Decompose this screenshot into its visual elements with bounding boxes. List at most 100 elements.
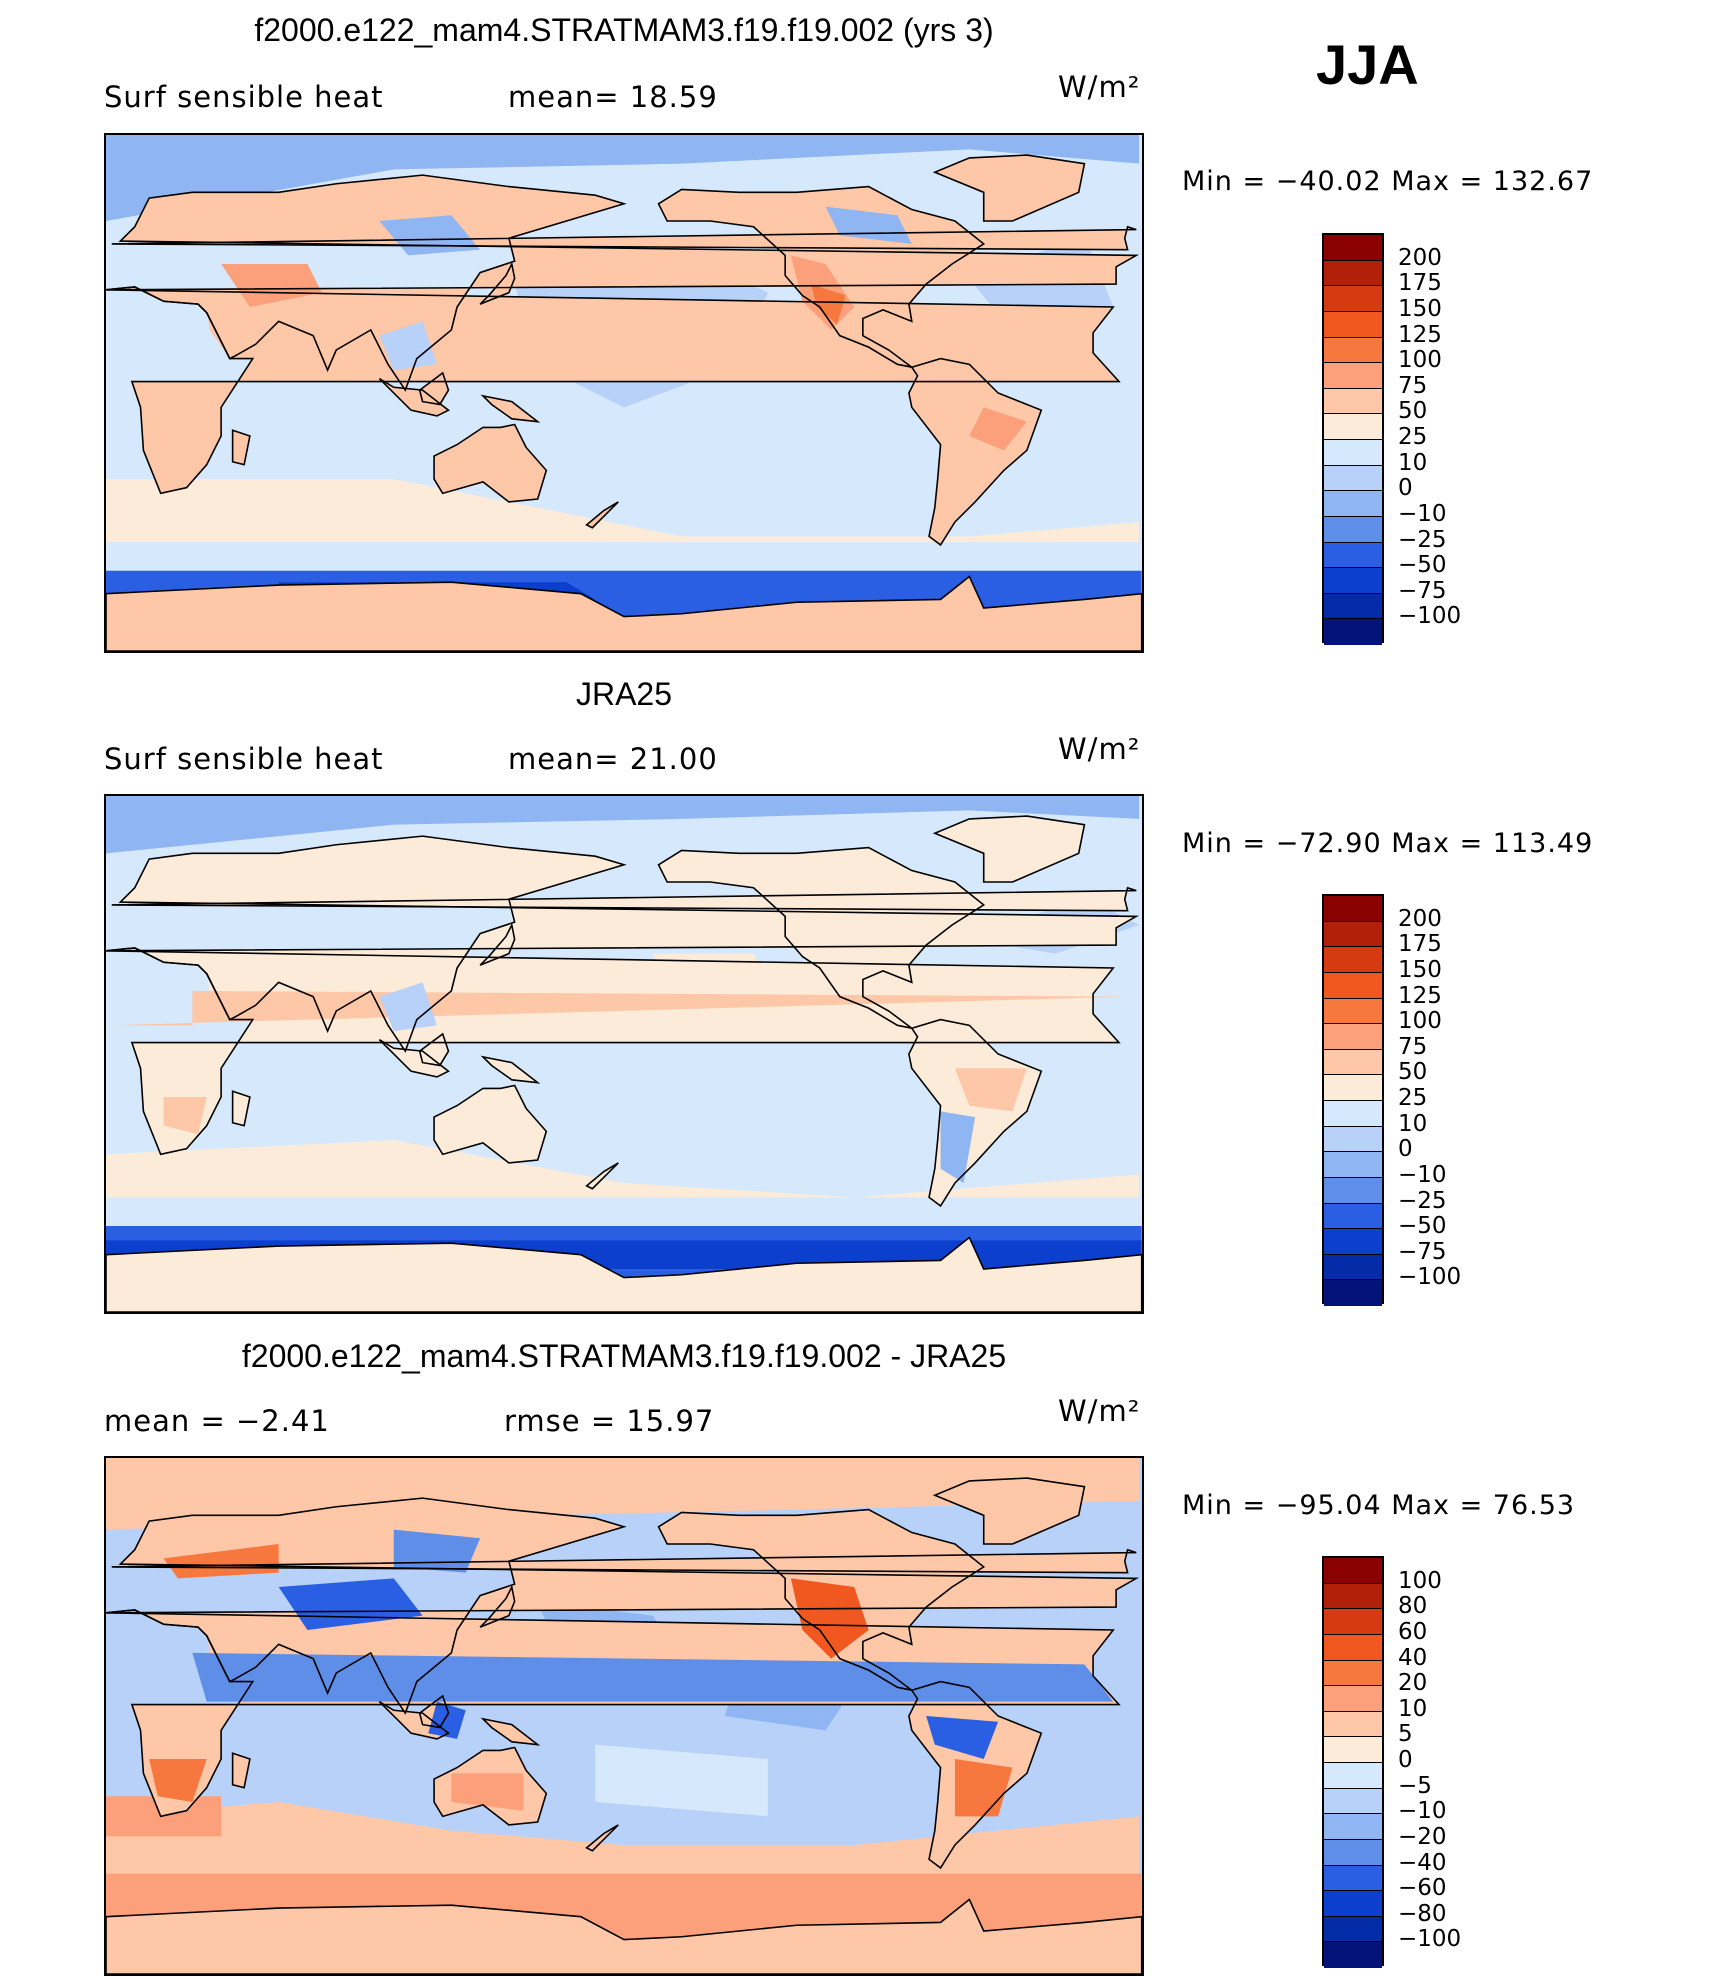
units-label: W/m² — [1058, 732, 1141, 766]
colorbar-cell — [1324, 1583, 1382, 1610]
colorbar-label: 25 — [1398, 424, 1428, 450]
colorbar-cell — [1324, 516, 1382, 543]
land-nz — [586, 1824, 619, 1851]
coastline-newguinea — [480, 1055, 541, 1084]
colorbar-label: 80 — [1398, 1593, 1428, 1620]
coastline-madagascar — [231, 429, 251, 466]
colorbar-cell — [1324, 1737, 1382, 1763]
land-greenland — [934, 1478, 1085, 1544]
colorbar-cell — [1324, 491, 1382, 517]
land-samerica — [908, 358, 1042, 545]
coastline-australia — [433, 1084, 548, 1164]
contour-region — [969, 407, 1027, 451]
colorbar-cell — [1324, 1788, 1382, 1815]
coastline-japan — [479, 922, 516, 966]
colorbar-cell — [1324, 1942, 1382, 1968]
colorbar-label: −100 — [1398, 1926, 1462, 1953]
coastline-antarctica — [106, 1898, 1142, 1974]
map-obs — [104, 794, 1144, 1314]
colorbar-label: 125 — [1398, 982, 1442, 1009]
panel-title: f2000.e122_mam4.STRATMAM3.f19.f19.002 (y… — [254, 12, 994, 48]
colorbar-cell — [1324, 1229, 1382, 1255]
coastline-borneo — [418, 1032, 450, 1067]
season-label: JJA — [1316, 33, 1419, 96]
colorbar-cell — [1324, 1126, 1382, 1153]
rmse-label: rmse = 15.97 — [504, 1404, 715, 1438]
min-max-label: Min = −72.90 Max = 113.49 — [1182, 828, 1594, 859]
coastline-madagascar — [231, 1752, 251, 1789]
coastline-madagascar — [231, 1090, 251, 1127]
colorbar-cell — [1324, 1839, 1382, 1866]
colorbar-label: 150 — [1398, 956, 1442, 983]
colorbar-cell — [1324, 1075, 1382, 1101]
colorbar-cell — [1324, 1049, 1382, 1076]
mean-label: mean = −2.41 — [104, 1404, 330, 1438]
colorbar-label: 5 — [1398, 1721, 1413, 1748]
colorbar-cell — [1324, 921, 1382, 948]
colorbar-cell — [1324, 1686, 1382, 1712]
colorbar-cell — [1324, 388, 1382, 415]
coastline-australia — [433, 1746, 548, 1826]
colorbar-label: −5 — [1398, 1772, 1432, 1799]
colorbar-label: 0 — [1398, 1747, 1413, 1773]
colorbar-cell — [1324, 260, 1382, 287]
coastline-uk — [111, 225, 1137, 251]
coastline-antarctica — [106, 575, 1142, 651]
contour-region — [954, 1759, 1013, 1817]
colorbar-label: 10 — [1398, 1695, 1428, 1722]
colorbar-label: −25 — [1398, 1187, 1447, 1214]
colorbar-label: 75 — [1398, 1033, 1428, 1060]
coastline-namerica — [657, 1508, 986, 1691]
coastline-samerica — [908, 1680, 1043, 1870]
colorbar-cell — [1324, 1763, 1382, 1789]
colorbar-label: 100 — [1398, 1567, 1442, 1594]
land-eurasia — [106, 1498, 1137, 1714]
land-greenland — [934, 816, 1085, 882]
coastline-borneo — [418, 371, 450, 406]
coastline-nz — [585, 1824, 619, 1852]
land-newguinea — [482, 1718, 538, 1745]
colorbar-cell — [1324, 1916, 1382, 1943]
coastline-eurasia — [106, 1497, 1140, 1715]
coastline-greenland — [932, 1477, 1086, 1545]
coastline-newguinea — [480, 1717, 541, 1746]
colorbar-label: 25 — [1398, 1085, 1428, 1111]
contour-region — [940, 1111, 976, 1183]
colorbar-cell — [1324, 1558, 1382, 1584]
colorbar-cell — [1324, 286, 1382, 312]
mean-label: mean= 21.00 — [508, 742, 718, 776]
contour-region — [379, 321, 437, 371]
land-nz — [586, 1162, 619, 1189]
coastline-eurasia — [106, 174, 1140, 392]
contour-region — [106, 135, 1140, 221]
coastline-newguinea — [480, 394, 541, 423]
coastline-indonesia — [378, 1700, 450, 1740]
panel-title: JRA25 — [575, 676, 673, 712]
contour-region — [163, 1544, 279, 1579]
land-antarctica — [106, 576, 1142, 651]
colorbar-label: −75 — [1398, 577, 1447, 604]
colorbar-label: 50 — [1398, 1059, 1428, 1086]
colorbar-cell — [1324, 1865, 1382, 1892]
contour-region — [192, 1652, 1114, 1702]
land-nz — [586, 501, 619, 528]
colorbar-label: 0 — [1398, 1136, 1413, 1163]
colorbar-cell — [1324, 947, 1382, 973]
colorbar-label: −50 — [1398, 1213, 1447, 1240]
colorbar-label: 200 — [1398, 244, 1442, 271]
coastline-eurasia — [106, 835, 1140, 1053]
colorbar-cell — [1324, 1254, 1382, 1281]
colorbar-cell — [1324, 1177, 1382, 1204]
colorbar-label: −10 — [1398, 500, 1447, 527]
colorbar-cell — [1324, 1660, 1382, 1687]
units-label: W/m² — [1058, 1394, 1141, 1428]
coastline-uk — [111, 886, 1137, 912]
colorbar-label: −100 — [1398, 1264, 1462, 1291]
colorbar-label: 0 — [1398, 475, 1413, 502]
mean-label: mean= 18.59 — [508, 80, 718, 114]
colorbar-label: −50 — [1398, 552, 1447, 579]
contour-region — [811, 284, 846, 325]
coastline-nz — [585, 501, 619, 529]
coastline-australia — [433, 423, 548, 503]
colorbar-cell — [1324, 1891, 1382, 1917]
